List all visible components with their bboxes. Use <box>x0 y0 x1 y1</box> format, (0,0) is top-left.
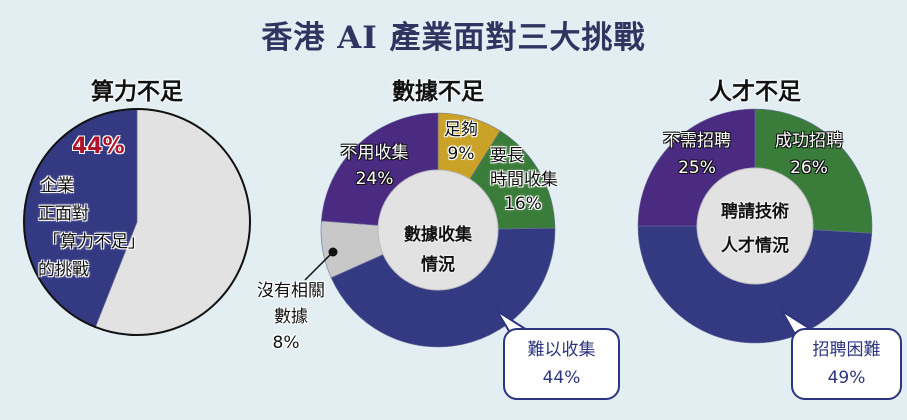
center-label-talent: 聘請技術 人才情況 <box>699 195 811 263</box>
label-text: 成功招聘 <box>775 131 843 151</box>
label-value: 26% <box>790 158 828 178</box>
leader-dot <box>328 247 338 257</box>
label-success-hire: 成功招聘 26% <box>764 128 854 182</box>
label-text: 沒有相關 <box>257 281 325 301</box>
callout-value: 49% <box>827 368 866 388</box>
label-no-need: 不用收集 24% <box>327 140 422 192</box>
callout-text: 招聘困難 <box>812 340 881 360</box>
label-text: 足夠 <box>444 120 478 140</box>
label-no-need-hire: 不需招聘 25% <box>652 128 742 182</box>
center-line-2: 人才情況 <box>721 236 789 256</box>
label-value: 16% <box>504 194 542 214</box>
donut-hole <box>696 167 814 285</box>
label-long-time: 要長 時間收集 16% <box>490 144 558 216</box>
label-text: 要長 <box>490 146 524 166</box>
panel-title-computing: 算力不足 <box>91 79 183 105</box>
desc-line-3: 「算力不足」 <box>43 232 145 252</box>
desc-line-1: 企業 <box>40 176 74 196</box>
label-value: 8% <box>272 333 300 353</box>
label-text-2: 數據 <box>274 307 308 327</box>
pie-computing-power <box>23 108 251 336</box>
callout-hard-to-collect: 難以收集 44% <box>503 328 620 400</box>
panel-title-talent: 人才不足 <box>709 79 801 105</box>
donut-hole <box>377 169 499 291</box>
callout-hard-to-hire: 招聘困難 49% <box>791 328 902 400</box>
label-value: 9% <box>447 144 475 164</box>
label-text: 不用收集 <box>340 143 409 163</box>
callout-value: 44% <box>542 368 581 388</box>
center-line-1: 聘請技術 <box>721 202 789 222</box>
computing-pct: 44% <box>72 134 125 159</box>
callout-text: 難以收集 <box>527 340 596 360</box>
center-label-data: 數據收集 情況 <box>382 220 494 280</box>
label-text-2: 時間收集 <box>490 170 558 190</box>
leader-line <box>304 251 334 281</box>
panel-title-data: 數據不足 <box>392 79 484 105</box>
label-text: 不需招聘 <box>663 131 731 151</box>
pie-outline <box>23 108 251 336</box>
computing-description: 企業 正面對 「算力不足」 的挑戰 <box>38 172 145 284</box>
label-no-data: 沒有相關 數據 8% <box>246 278 336 356</box>
center-line-1: 數據收集 <box>404 225 472 245</box>
label-enough: 足夠 9% <box>437 118 485 166</box>
center-line-2: 情況 <box>421 255 455 275</box>
chart-title: 香港 AI 產業面對三大挑戰 <box>261 20 646 56</box>
desc-line-2: 正面對 <box>38 204 89 224</box>
label-value: 25% <box>678 158 716 178</box>
donut-talent-hiring <box>637 108 873 344</box>
donut-data-collection <box>320 112 556 348</box>
desc-line-4: 的挑戰 <box>38 260 89 280</box>
label-value: 24% <box>355 169 394 189</box>
